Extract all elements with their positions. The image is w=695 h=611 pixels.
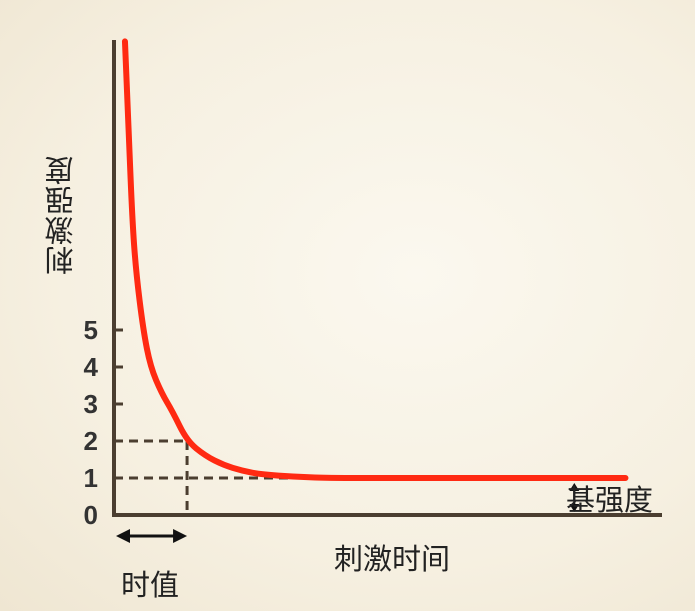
strength-duration-curve — [121, 38, 629, 482]
y-tick-label-0: 0 — [84, 500, 98, 530]
chronaxie-arrow-left-head — [116, 529, 130, 543]
y-tick-label-4: 4 — [84, 352, 99, 382]
y-tick-label-2: 2 — [84, 426, 98, 456]
y-tick-label-1: 1 — [84, 463, 98, 493]
rheobase-arrow-top-head — [569, 483, 580, 491]
chronaxie-label: 时值 — [121, 568, 180, 602]
chronaxie-arrow-right-head — [173, 529, 188, 543]
y-tick-label-5: 5 — [84, 315, 98, 345]
y-tick-label-3: 3 — [84, 389, 98, 419]
rheobase-arrow-bottom-head — [569, 504, 580, 512]
rheobase-label: 基强度 — [566, 483, 654, 517]
x-axis-label: 刺激时间 — [334, 542, 451, 576]
y-axis-label: 刺激强度 — [44, 155, 78, 275]
